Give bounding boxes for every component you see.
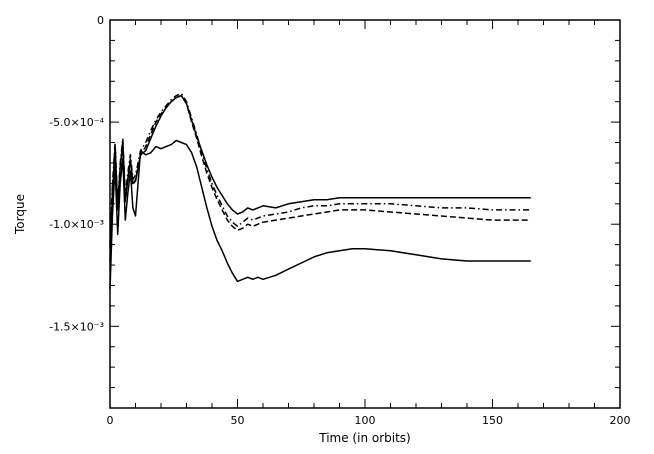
data-series (109, 92, 531, 290)
series-line-3 (109, 92, 531, 245)
y-tick-label: 0 (97, 14, 104, 27)
series-line-4 (109, 94, 531, 249)
axis-ticks: 0 50 100 150 200 0 -5.0×10⁻⁴ -1.0×10⁻³ -1.5×10⁻³ (49, 14, 630, 427)
x-tick-label: 200 (610, 414, 631, 427)
x-tick-label: 50 (231, 414, 245, 427)
series-line-1 (109, 139, 531, 290)
y-tick-label: -1.5×10⁻³ (49, 320, 104, 333)
x-tick-label: 150 (482, 414, 503, 427)
series-line-2 (109, 94, 531, 262)
plot-frame (109, 19, 621, 409)
x-tick-label: 0 (107, 414, 114, 427)
y-axis-label: Torque (13, 194, 27, 235)
y-tick-label: -1.0×10⁻³ (49, 218, 104, 231)
x-tick-label: 100 (355, 414, 376, 427)
x-axis-label: Time (in orbits) (318, 431, 410, 445)
y-tick-label: -5.0×10⁻⁴ (49, 116, 104, 129)
